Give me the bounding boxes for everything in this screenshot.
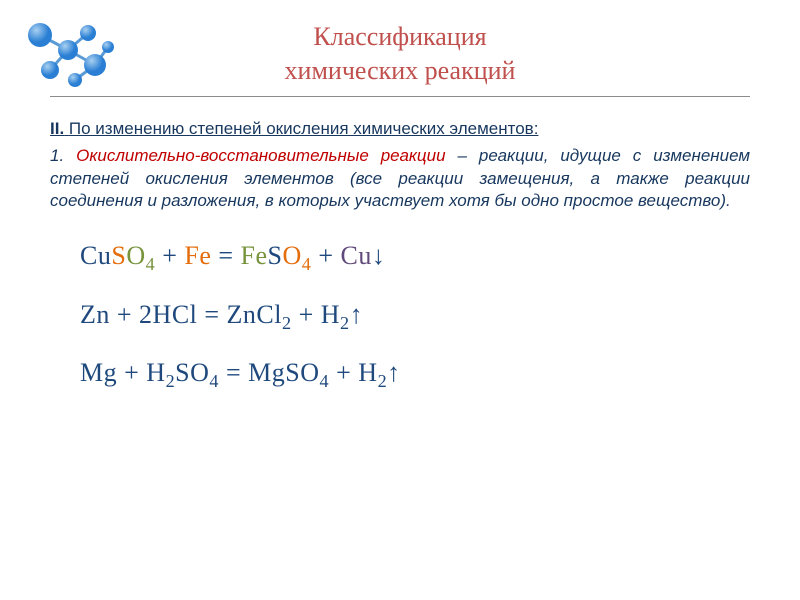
title-divider — [50, 96, 750, 97]
title-line2: химических реакций — [285, 56, 516, 85]
section-heading-text: По изменению степеней окисления химическ… — [69, 119, 539, 138]
slide-title: Классификация химических реакций — [50, 20, 750, 88]
slide: Классификация химических реакций II. По … — [0, 0, 800, 600]
title-line1: Классификация — [313, 22, 486, 51]
section-prefix: II. — [50, 119, 64, 138]
dash: – — [457, 146, 466, 165]
definition-paragraph: 1. Окислительно-восстановительные реакци… — [50, 145, 750, 214]
equation-3: Mg + H2SO4 = MgSO4 + H2↑ — [80, 358, 750, 392]
equation-2: Zn + 2HCl = ZnCl2 + H2↑ — [80, 300, 750, 334]
item-number: 1. — [50, 146, 64, 165]
section-heading: II. По изменению степеней окисления хими… — [50, 119, 750, 139]
molecule-icon — [20, 15, 120, 95]
equation-1: CuSO4 + Fe = FeSO4 + Cu↓ — [80, 241, 750, 275]
term: Окислительно-восстановительные реакции — [76, 146, 445, 165]
